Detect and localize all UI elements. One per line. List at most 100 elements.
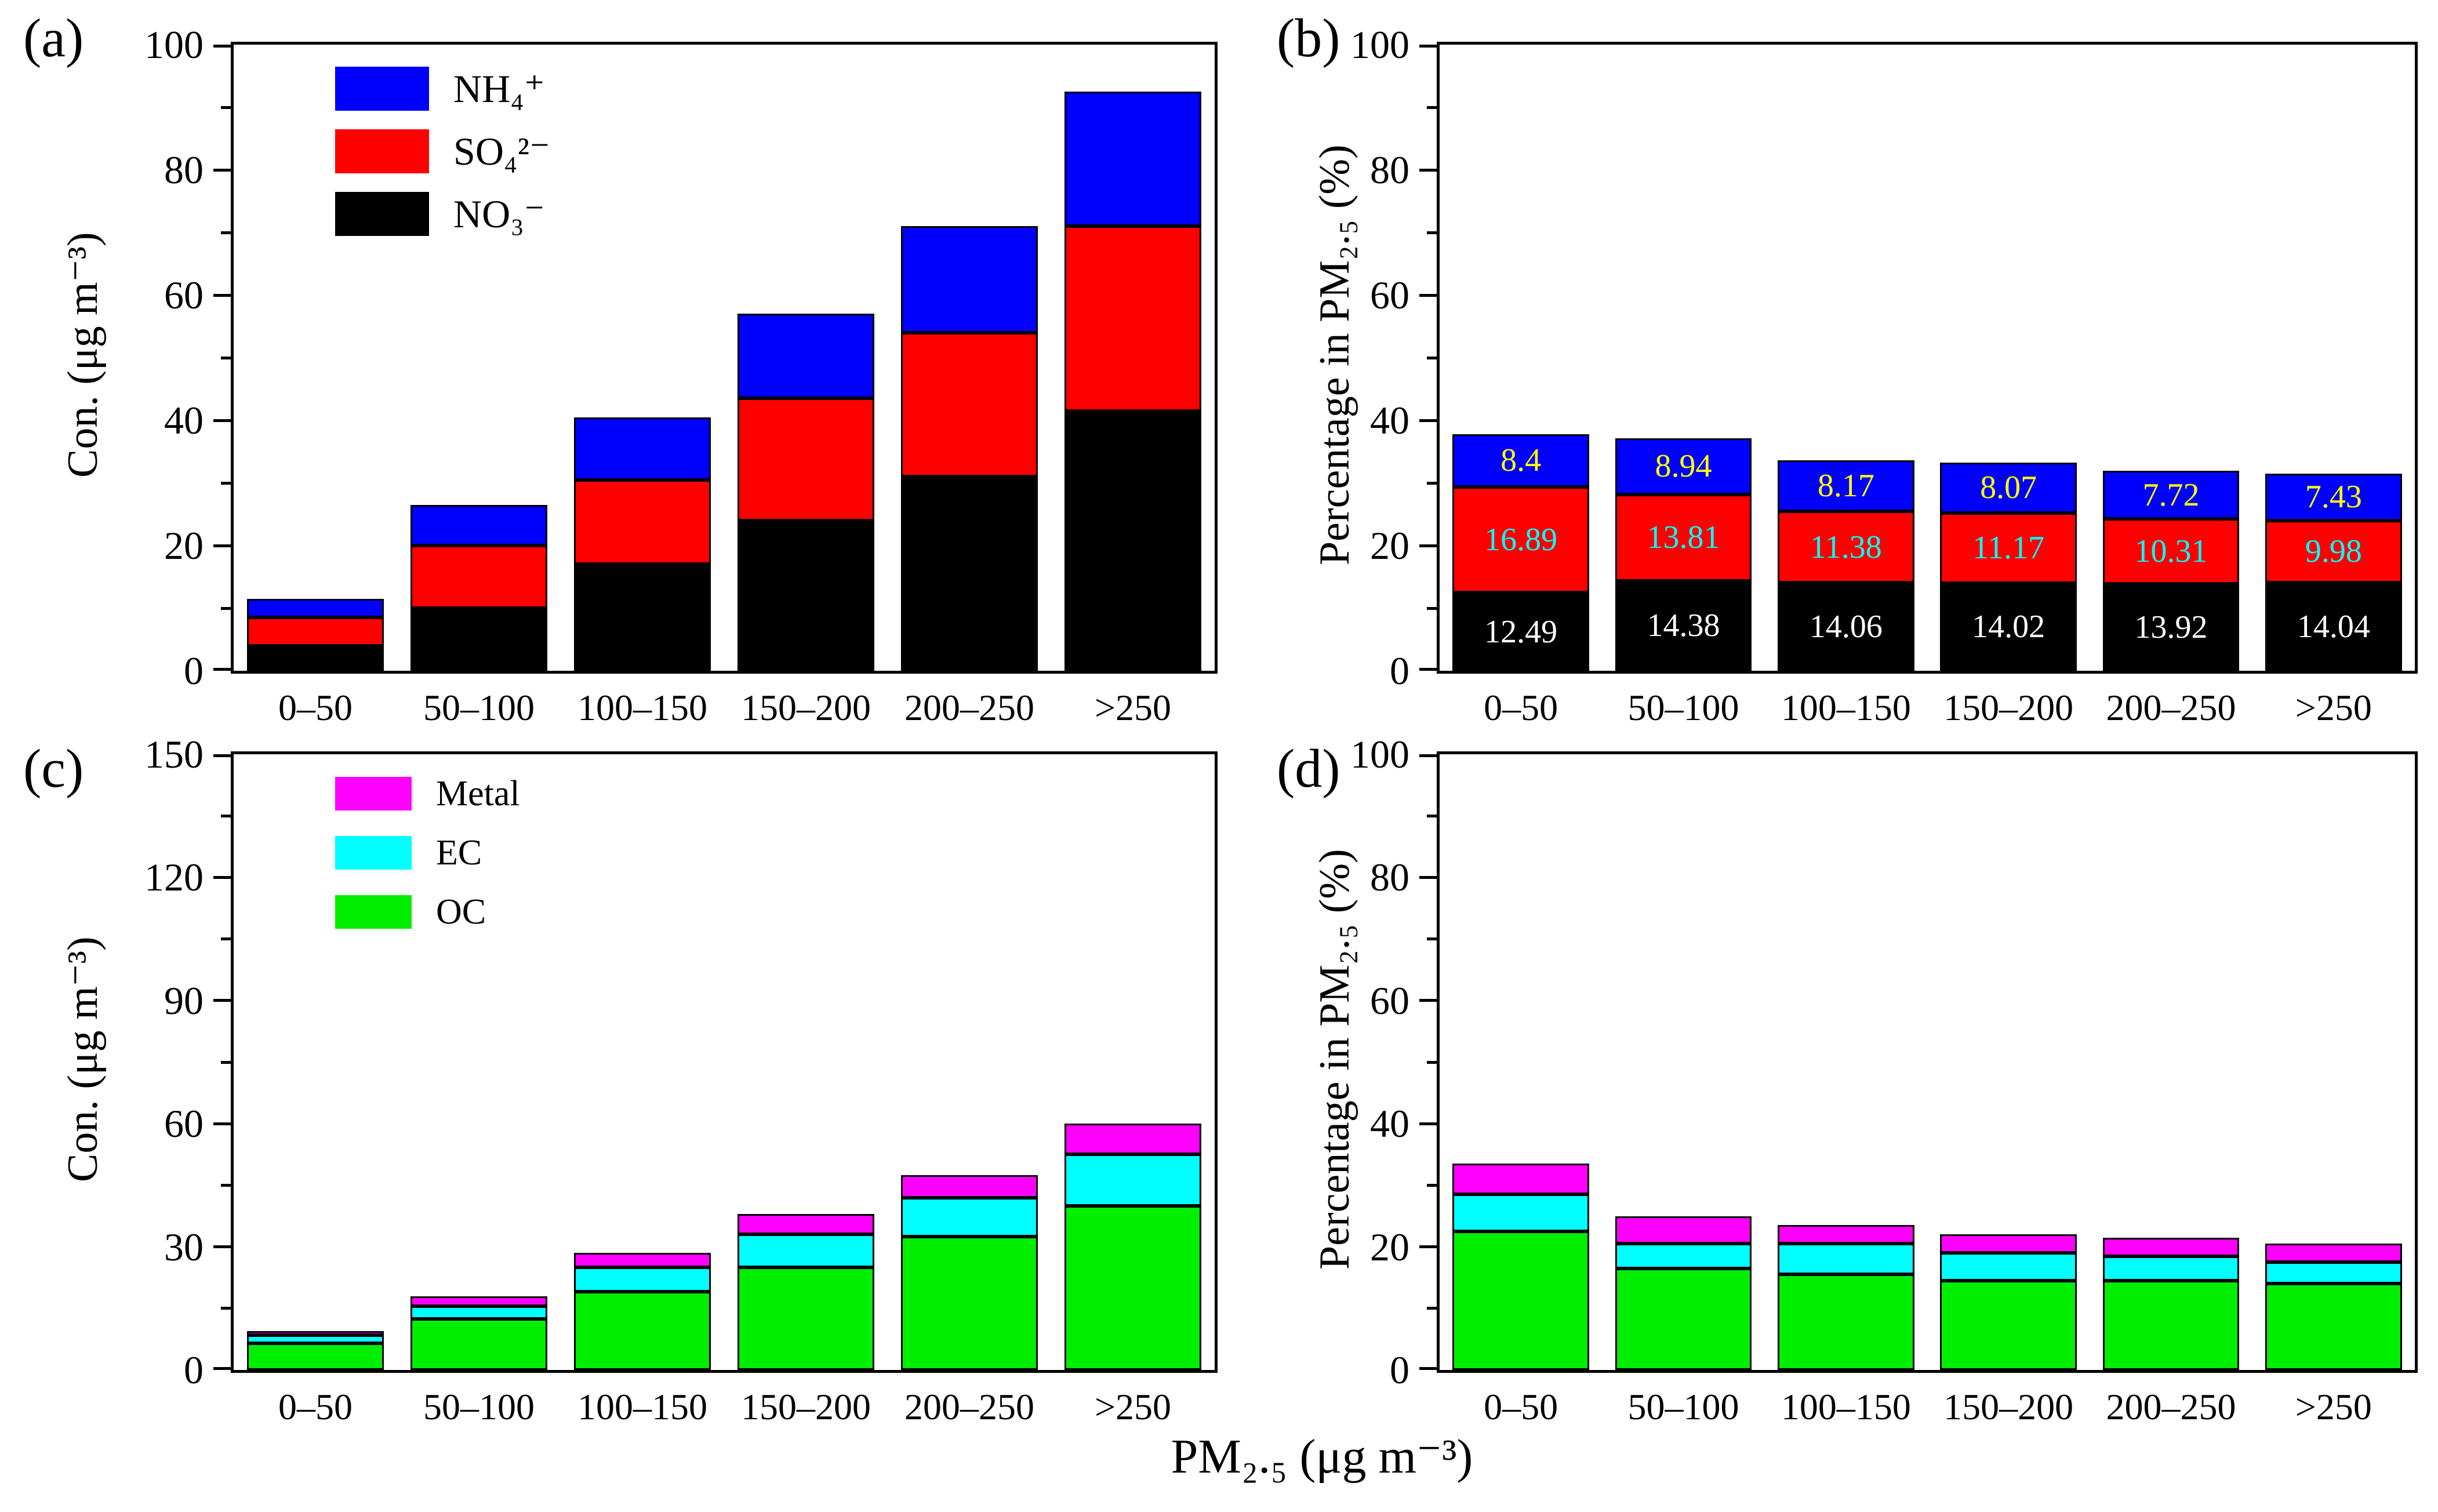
plot-area: 0 20 40 60 80 100 0–50 50–100 100–150 150–200 200–…	[1350, 732, 2418, 1427]
y-tick-label: 150	[144, 732, 204, 776]
y-axis-label: Percentage in PM₂.₅ (%)	[1311, 144, 1358, 565]
x-category-label: 150–200	[741, 687, 871, 728]
y-tick-label: 0	[184, 649, 204, 693]
y-tick-label: 20	[1370, 1224, 1409, 1269]
bar-segment	[1615, 494, 1752, 581]
legend-item: SO₄²⁻	[335, 129, 550, 173]
y-tick	[1419, 544, 1437, 547]
bar-segment	[1452, 434, 1589, 487]
y-tick-label: 0	[1390, 1348, 1409, 1392]
y-tick-label: 100	[144, 23, 204, 67]
bar-segment	[246, 645, 384, 671]
bar-segment	[2265, 520, 2402, 583]
legend: Metal EC OC	[335, 772, 520, 934]
bar-segment	[1940, 1253, 2077, 1281]
x-category-label: 0–50	[1484, 687, 1558, 728]
panel-letter: (d)	[1277, 739, 1340, 799]
legend-label: SO₄²⁻	[453, 129, 550, 173]
bar-segment	[1452, 1194, 1589, 1232]
bar-segment	[737, 1213, 875, 1235]
y-minor-tick	[1427, 356, 1437, 359]
bar-segment	[900, 1236, 1038, 1370]
y-minor-tick	[221, 231, 231, 234]
bar-segment	[2102, 1256, 2240, 1281]
bar-segment	[246, 1343, 384, 1370]
y-minor-tick	[1427, 814, 1437, 817]
bar-segment	[737, 398, 875, 521]
bar-segment	[1615, 580, 1752, 671]
y-minor-tick	[221, 1307, 231, 1310]
y-minor-tick	[221, 106, 231, 109]
y-tick	[213, 1245, 231, 1249]
y-tick	[213, 999, 231, 1002]
x-category-label: 50–100	[1627, 1386, 1739, 1427]
bar-segment	[1940, 462, 2077, 513]
y-tick-label: 80	[164, 148, 204, 192]
bar-segment	[737, 314, 875, 399]
y-minor-tick	[1427, 937, 1437, 941]
y-tick	[1419, 875, 1437, 879]
y-minor-tick	[221, 937, 231, 941]
y-tick	[1419, 168, 1437, 172]
y-tick-label: 20	[164, 524, 204, 568]
y-minor-tick	[221, 606, 231, 610]
legend-label: NO₃⁻	[453, 192, 545, 236]
y-minor-tick	[1427, 606, 1437, 610]
x-category-label: 100–150	[1781, 687, 1911, 728]
y-tick	[1419, 668, 1437, 671]
bar-segment	[1064, 1205, 1202, 1370]
bar-segment	[1940, 513, 2077, 583]
bar-segment	[737, 1234, 875, 1267]
bar-segment	[410, 546, 548, 608]
y-tick-label: 100	[1350, 732, 1409, 776]
x-category-label: 0–50	[278, 687, 353, 728]
bar-segment	[410, 1296, 548, 1307]
y-tick	[213, 45, 231, 48]
y-tick-label: 60	[164, 1102, 204, 1146]
x-category-label: 50–100	[1627, 687, 1739, 728]
legend-swatch	[335, 836, 412, 870]
legend-item: Metal	[335, 772, 520, 816]
legend-label: Metal	[436, 774, 520, 813]
bar-segment	[1940, 1281, 2077, 1370]
panel-c: (c) Con. (μg m⁻³) Metal EC OC 0 30 60 90 120 15…	[0, 732, 1229, 1427]
y-tick	[1419, 419, 1437, 422]
bar-segment	[2265, 583, 2402, 671]
y-tick-label: 40	[1370, 398, 1409, 442]
legend-swatch	[335, 777, 412, 810]
x-axis-label: PM₂.₅ (μg m⁻³)	[1171, 1430, 1473, 1484]
x-category-label: >250	[1094, 687, 1172, 728]
bar-segment	[573, 564, 711, 671]
plot-area: NH₄⁺ SO₄²⁻ NO₃⁻ 0 20 40 60 80 100 0–50 50–100 100–…	[144, 23, 1218, 728]
bar-segment	[1615, 1244, 1752, 1269]
y-tick-label: 0	[184, 1348, 204, 1392]
y-tick-label: 120	[144, 855, 204, 900]
bar-segment	[1615, 1216, 1752, 1244]
y-tick-label: 60	[1370, 273, 1409, 317]
bar-segment	[1452, 486, 1589, 593]
bar-segment	[573, 1267, 711, 1292]
y-tick	[1419, 45, 1437, 48]
x-category-label: 150–200	[1943, 687, 2074, 728]
y-minor-tick	[221, 1060, 231, 1064]
x-category-label: 200–250	[2106, 687, 2236, 728]
bar-segment	[1452, 1231, 1589, 1370]
x-category-label: 200–250	[904, 687, 1034, 728]
bar-segment	[410, 504, 548, 546]
bar-segment	[2102, 1281, 2240, 1370]
y-tick	[1419, 754, 1437, 757]
x-category-label: 50–100	[423, 687, 535, 728]
y-tick-label: 40	[164, 398, 204, 442]
bar-segment	[2265, 474, 2402, 521]
y-axis-label: Percentage in PM₂.₅ (%)	[1311, 849, 1358, 1270]
y-minor-tick	[221, 1183, 231, 1187]
bar-segment	[1064, 1154, 1202, 1206]
bar-segment	[1778, 1225, 1914, 1244]
bar-segment	[737, 1267, 875, 1370]
y-axis-label: Con. (μg m⁻³)	[59, 232, 107, 478]
x-category-label: 0–50	[1484, 1386, 1558, 1427]
y-minor-tick	[1427, 1060, 1437, 1064]
x-category-label: 150–200	[741, 1386, 871, 1427]
bar-segment	[1778, 511, 1914, 583]
bar-segment	[410, 1318, 548, 1370]
